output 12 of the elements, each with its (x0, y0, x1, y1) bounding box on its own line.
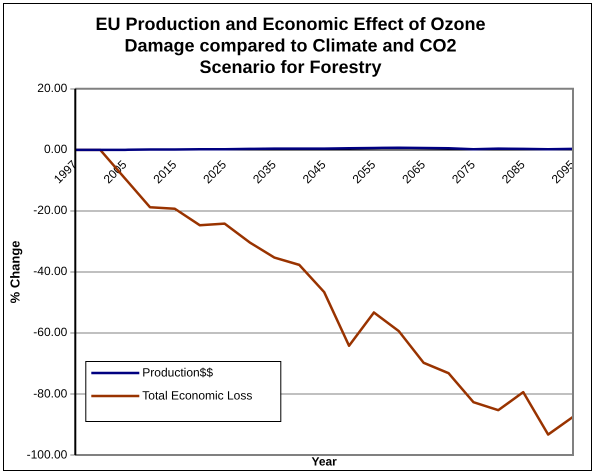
y-axis-title: % Change (7, 240, 22, 304)
y-tick-label: -100.00 (26, 447, 68, 462)
x-axis-title: Year (311, 454, 338, 468)
y-tick-label: -60.00 (33, 325, 68, 340)
y-tick-label: 0.00 (44, 142, 68, 156)
legend-label: Total Economic Loss (142, 388, 252, 402)
y-tick-label: 20.00 (37, 81, 68, 96)
y-tick-label: -40.00 (33, 264, 68, 278)
legend-label: Production$$ (142, 365, 214, 380)
chart-title: EU Production and Economic Effect of Ozone Damage compared to Climate and CO2 Scenario for Forestry (95, 14, 486, 77)
y-tick-label: -20.00 (33, 203, 68, 218)
y-tick-label: -80.00 (33, 386, 68, 400)
